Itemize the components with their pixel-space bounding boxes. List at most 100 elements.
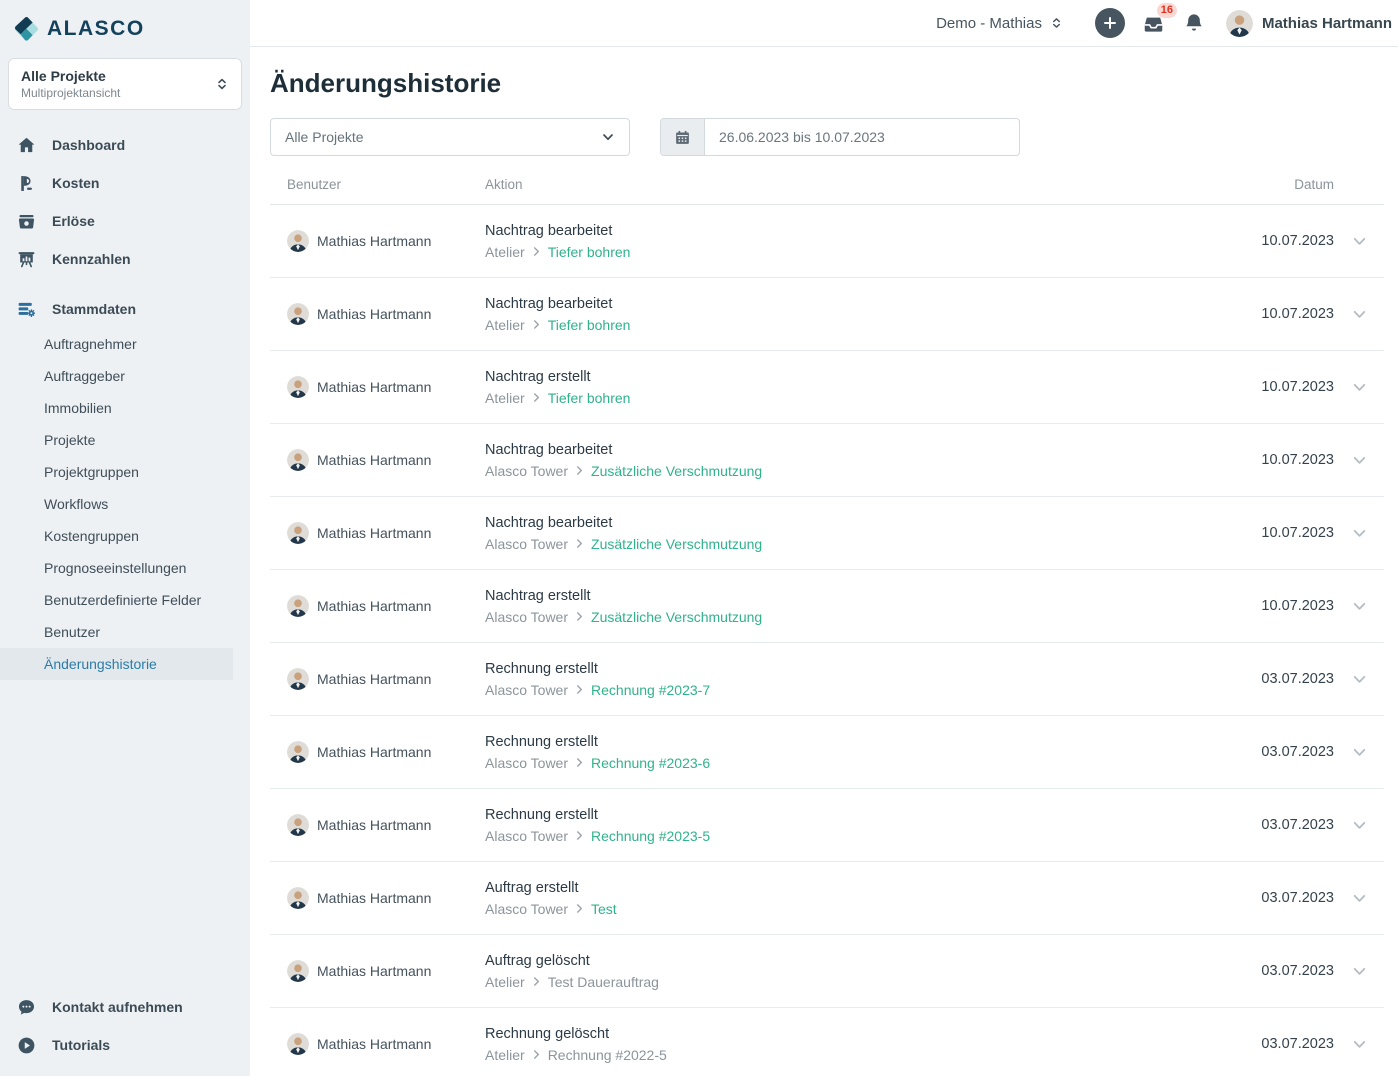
sidebar-item-stammdaten[interactable]: Stammdaten [0,290,250,328]
action-breadcrumb: Alasco Tower Zusätzliche Verschmutzung [485,463,1214,479]
action-target[interactable]: Tiefer bohren [547,389,631,406]
date-cell: 03.07.2023 [1261,744,1334,760]
expand-row-button[interactable] [1334,963,1384,980]
sidebar-item-kennzahlen[interactable]: Kennzahlen [0,240,250,278]
action-target[interactable]: Test [591,900,617,917]
action-title: Nachtrag bearbeitet [485,295,613,312]
date-cell: 10.07.2023 [1261,233,1334,249]
action-target[interactable]: Zusätzliche Verschmutzung [591,608,763,625]
expand-row-button[interactable] [1334,890,1384,907]
chevron-right-icon [533,393,539,402]
user-name: Mathias Hartmann [317,744,432,760]
add-button[interactable] [1094,8,1125,38]
table-row: Mathias Hartmann Nachtrag bearbeitet Ala… [270,497,1384,570]
action-title: Rechnung erstellt [485,733,598,750]
expand-row-button[interactable] [1334,306,1384,323]
sidebar-subitem[interactable]: Änderungshistorie [0,648,233,680]
user-name: Mathias Hartmann [317,817,432,833]
expand-row-button[interactable] [1334,598,1384,615]
action-title: Nachtrag bearbeitet [485,514,613,531]
chevron-right-icon [577,758,582,767]
project-name: Atelier [485,389,525,406]
user-cell: Mathias Hartmann [270,887,485,909]
environment-selector[interactable]: Demo - Mathias [936,15,1063,32]
project-filter-select[interactable]: Alle Projekte [270,118,630,156]
chevron-right-icon [533,977,539,986]
action-cell: Auftrag gelöscht Atelier Test Dauerauftr… [485,953,1214,990]
chevron-right-icon [533,1050,539,1059]
avatar [287,814,309,836]
action-cell: Auftrag erstellt Alasco Tower Test [485,880,1214,917]
sidebar-item-kontakt[interactable]: Kontakt aufnehmen [0,988,250,1026]
sidebar-item-kosten[interactable]: Kosten [0,164,250,202]
action-target[interactable]: Zusätzliche Verschmutzung [591,535,763,552]
avatar [287,303,309,325]
expand-row-button[interactable] [1334,379,1384,396]
action-cell: Rechnung erstellt Alasco Tower Rechnung … [485,661,1214,698]
chevron-right-icon [533,320,539,329]
topbar: Demo - Mathias 16 [250,0,1398,47]
sidebar-subitem[interactable]: Auftraggeber [0,360,233,392]
user-cell: Mathias Hartmann [270,303,485,325]
date-cell: 10.07.2023 [1261,306,1334,322]
sidebar-subitem[interactable]: Projekte [0,424,233,456]
sidebar-subitem-label: Prognoseeinstellungen [44,560,187,576]
main-area: Demo - Mathias 16 [250,0,1398,1076]
sidebar-item-label: Dashboard [52,137,126,153]
sidebar-subitem[interactable]: Immobilien [0,392,233,424]
date-cell: 03.07.2023 [1261,1036,1334,1052]
project-filter-value: Alle Projekte [285,129,364,145]
action-target[interactable]: Rechnung #2023-7 [591,681,711,698]
revenues-icon [18,214,35,229]
environment-label: Demo - Mathias [936,14,1042,32]
sidebar-item-tutorials[interactable]: Tutorials [0,1026,250,1064]
sidebar-subitem-label: Projekte [44,432,96,448]
chevron-down-icon [1353,602,1365,610]
sidebar-item-label: Erlöse [52,213,95,229]
brand-logo[interactable]: ALASCO [0,0,250,42]
sidebar-subitem-label: Auftragnehmer [44,336,137,352]
action-breadcrumb: Atelier Tiefer bohren [485,317,1214,333]
expand-row-button[interactable] [1334,233,1384,250]
inbox-button[interactable]: 16 [1141,2,1177,36]
action-title: Auftrag gelöscht [485,952,590,969]
brand-name: ALASCO [47,17,145,40]
sidebar-subitem[interactable]: Benutzerdefinierte Felder [0,584,233,616]
user-name: Mathias Hartmann [317,1036,432,1052]
sidebar-subitem[interactable]: Prognoseeinstellungen [0,552,233,584]
action-cell: Nachtrag bearbeitet Atelier Tiefer bohre… [485,223,1214,260]
action-target[interactable]: Rechnung #2023-6 [591,754,711,771]
expand-row-button[interactable] [1334,525,1384,542]
action-target[interactable]: Zusätzliche Verschmutzung [591,462,763,479]
sidebar-subitem[interactable]: Workflows [0,488,233,520]
sidebar-nav: Dashboard Kosten Erlöse [0,126,250,680]
expand-row-button[interactable] [1334,817,1384,834]
chevron-down-icon [1353,456,1365,464]
sidebar-subitem[interactable]: Benutzer [0,616,233,648]
notifications-button[interactable] [1182,11,1206,35]
sidebar-subitem[interactable]: Auftragnehmer [0,328,233,360]
date-range-input[interactable]: 26.06.2023 bis 10.07.2023 [719,129,885,145]
action-breadcrumb: Atelier Tiefer bohren [485,390,1214,406]
expand-row-button[interactable] [1334,671,1384,688]
expand-row-button[interactable] [1334,1036,1384,1053]
sidebar-subitem[interactable]: Kostengruppen [0,520,233,552]
sidebar-item-erloese[interactable]: Erlöse [0,202,250,240]
user-menu[interactable]: Mathias Hartmann [1225,9,1392,37]
user-name: Mathias Hartmann [317,671,432,687]
user-name: Mathias Hartmann [317,306,432,322]
project-name: Alasco Tower [485,462,569,479]
action-target[interactable]: Rechnung #2023-5 [591,827,711,844]
action-cell: Nachtrag bearbeitet Alasco Tower Zusätzl… [485,442,1214,479]
expand-row-button[interactable] [1334,452,1384,469]
sidebar-item-dashboard[interactable]: Dashboard [0,126,250,164]
avatar [287,449,309,471]
action-target[interactable]: Tiefer bohren [547,243,631,260]
expand-row-button[interactable] [1334,744,1384,761]
sidebar-subitem[interactable]: Projektgruppen [0,456,233,488]
calendar-button[interactable] [661,119,705,155]
table-row: Mathias Hartmann Rechnung gelöscht Ateli… [270,1008,1384,1076]
costs-icon [21,175,32,191]
action-target[interactable]: Tiefer bohren [547,316,631,333]
project-scope-selector[interactable]: Alle Projekte Multiprojektansicht [8,58,242,110]
